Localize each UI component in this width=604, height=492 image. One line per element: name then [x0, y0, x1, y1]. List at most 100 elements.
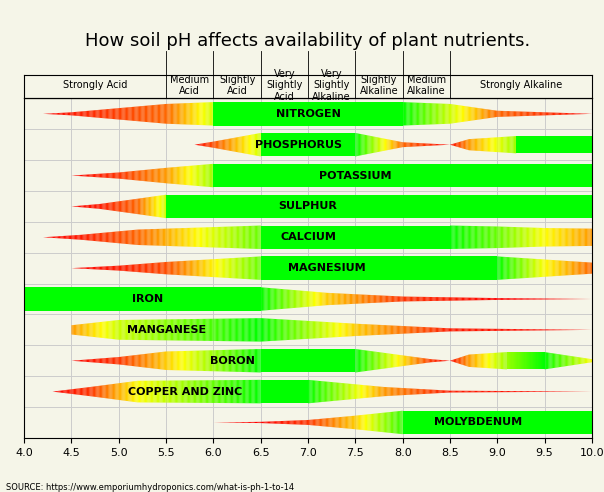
Polygon shape — [374, 137, 376, 153]
Polygon shape — [217, 102, 218, 125]
Polygon shape — [423, 195, 424, 218]
Polygon shape — [434, 225, 435, 249]
Polygon shape — [216, 195, 217, 218]
Polygon shape — [496, 226, 497, 248]
Polygon shape — [204, 260, 205, 277]
Polygon shape — [197, 351, 198, 371]
Polygon shape — [51, 113, 52, 114]
Polygon shape — [460, 195, 461, 218]
Polygon shape — [318, 256, 319, 280]
Polygon shape — [202, 195, 203, 218]
Polygon shape — [535, 352, 536, 369]
Polygon shape — [359, 164, 360, 187]
Polygon shape — [576, 136, 577, 154]
Polygon shape — [373, 325, 374, 335]
Polygon shape — [229, 258, 230, 278]
Polygon shape — [209, 319, 210, 341]
Polygon shape — [198, 287, 199, 311]
Polygon shape — [439, 297, 440, 301]
Polygon shape — [448, 164, 449, 187]
Polygon shape — [161, 229, 162, 246]
Polygon shape — [161, 262, 162, 274]
Polygon shape — [171, 287, 172, 311]
Polygon shape — [492, 391, 493, 392]
Polygon shape — [571, 356, 572, 366]
Polygon shape — [535, 391, 536, 392]
Polygon shape — [393, 225, 394, 249]
Polygon shape — [254, 349, 255, 372]
Polygon shape — [320, 102, 321, 125]
Polygon shape — [582, 228, 583, 246]
Polygon shape — [181, 380, 182, 403]
Polygon shape — [140, 198, 141, 215]
Polygon shape — [572, 136, 573, 154]
Polygon shape — [275, 319, 276, 341]
Polygon shape — [141, 381, 143, 402]
Polygon shape — [474, 298, 475, 300]
Polygon shape — [160, 352, 161, 369]
Polygon shape — [298, 380, 300, 403]
Polygon shape — [188, 195, 190, 218]
Polygon shape — [78, 206, 79, 207]
Polygon shape — [218, 195, 219, 218]
Polygon shape — [56, 113, 57, 115]
Polygon shape — [228, 195, 229, 218]
Polygon shape — [333, 195, 334, 218]
Polygon shape — [412, 195, 413, 218]
Polygon shape — [252, 134, 254, 155]
Polygon shape — [143, 381, 144, 402]
Polygon shape — [210, 259, 211, 277]
Polygon shape — [372, 325, 373, 335]
Polygon shape — [438, 328, 439, 332]
Polygon shape — [145, 287, 146, 311]
Polygon shape — [590, 229, 591, 246]
Polygon shape — [269, 380, 270, 403]
Polygon shape — [83, 111, 85, 117]
Polygon shape — [542, 391, 544, 392]
Polygon shape — [169, 228, 170, 246]
Polygon shape — [115, 232, 117, 243]
Polygon shape — [292, 195, 293, 218]
Polygon shape — [48, 237, 49, 238]
Polygon shape — [112, 232, 113, 243]
Polygon shape — [252, 318, 254, 341]
Polygon shape — [164, 287, 165, 311]
Polygon shape — [226, 139, 228, 151]
Polygon shape — [144, 170, 145, 181]
Polygon shape — [532, 299, 533, 300]
Polygon shape — [156, 196, 158, 217]
Polygon shape — [321, 256, 323, 280]
Polygon shape — [568, 136, 570, 154]
Polygon shape — [108, 321, 109, 338]
Polygon shape — [75, 325, 76, 335]
Polygon shape — [286, 421, 287, 424]
Polygon shape — [198, 144, 199, 146]
Polygon shape — [226, 195, 228, 218]
Polygon shape — [445, 195, 446, 218]
Polygon shape — [422, 143, 423, 146]
Polygon shape — [483, 298, 484, 300]
Polygon shape — [493, 226, 495, 248]
Polygon shape — [82, 360, 83, 362]
Polygon shape — [466, 195, 467, 218]
Polygon shape — [268, 164, 269, 187]
Polygon shape — [338, 323, 339, 337]
Polygon shape — [336, 225, 338, 249]
Polygon shape — [416, 357, 417, 365]
Polygon shape — [509, 164, 510, 187]
Polygon shape — [327, 256, 328, 280]
Polygon shape — [268, 288, 269, 310]
Polygon shape — [514, 329, 515, 331]
Polygon shape — [242, 164, 243, 187]
Polygon shape — [288, 225, 289, 249]
Polygon shape — [419, 358, 420, 364]
Polygon shape — [307, 164, 308, 187]
Polygon shape — [338, 293, 339, 305]
Polygon shape — [498, 298, 500, 300]
Polygon shape — [426, 256, 428, 280]
Polygon shape — [212, 227, 213, 247]
Polygon shape — [218, 259, 219, 277]
Polygon shape — [454, 143, 455, 146]
Polygon shape — [261, 287, 262, 311]
Polygon shape — [399, 195, 400, 218]
